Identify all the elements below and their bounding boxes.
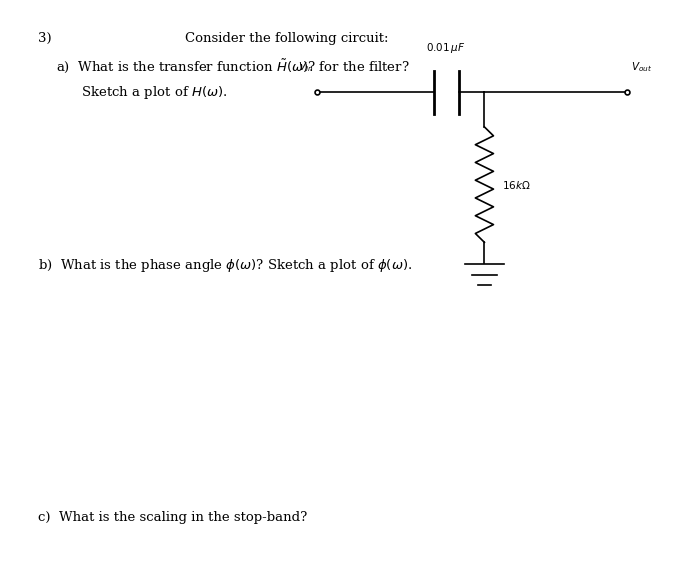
Text: Sketch a plot of $H(\omega)$.: Sketch a plot of $H(\omega)$.	[56, 84, 227, 100]
Text: 3): 3)	[38, 32, 52, 45]
Text: c)  What is the scaling in the stop-band?: c) What is the scaling in the stop-band?	[38, 511, 307, 524]
Text: $16k\Omega$: $16k\Omega$	[502, 179, 530, 190]
Text: $V_{in}$: $V_{in}$	[298, 60, 314, 74]
Text: $V_{out}$: $V_{out}$	[631, 60, 652, 74]
Text: $0.01\,\mu F$: $0.01\,\mu F$	[427, 41, 466, 55]
Text: b)  What is the phase angle $\phi(\omega)$? Sketch a plot of $\phi(\omega)$.: b) What is the phase angle $\phi(\omega)…	[38, 257, 413, 273]
Text: Consider the following circuit:: Consider the following circuit:	[185, 32, 388, 45]
Text: a)  What is the transfer function $\tilde{H}(\omega)$? for the filter?: a) What is the transfer function $\tilde…	[56, 58, 409, 76]
